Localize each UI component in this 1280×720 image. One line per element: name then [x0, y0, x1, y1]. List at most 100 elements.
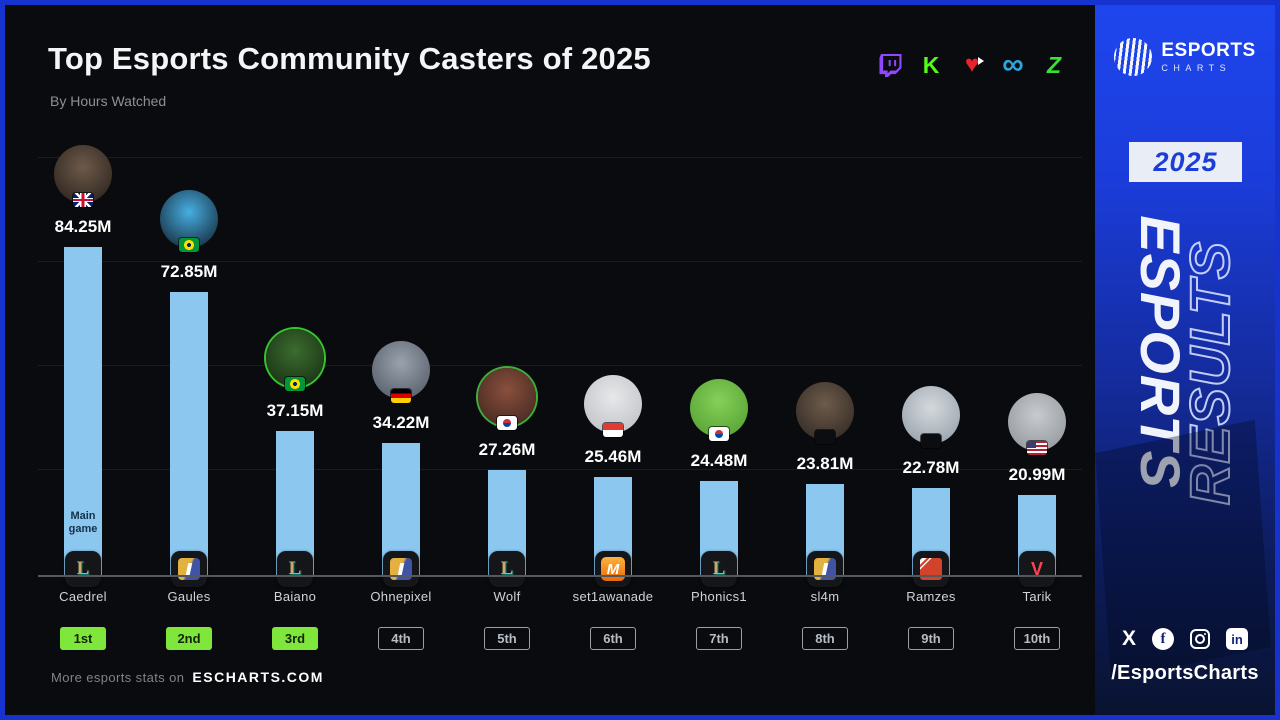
instagram-icon[interactable] [1190, 629, 1210, 649]
rank-badge: 4th [378, 627, 424, 650]
flag-none [815, 430, 835, 444]
instagram-lens [1195, 634, 1205, 644]
caster-column-caedrel: Main game L 84.25M Caedrel 1st [30, 137, 136, 650]
escharts-logo-icon [1111, 35, 1155, 79]
infinity-platform-icon: ∞ [1002, 48, 1024, 81]
bar [912, 488, 950, 587]
bar [806, 484, 844, 587]
caster-name: Gaules [167, 589, 211, 604]
rank-badge: 1st [60, 627, 106, 650]
platform-icons-row: K ♥ ∞ Z [877, 48, 1067, 81]
social-handle[interactable]: /EsportsCharts [1111, 662, 1259, 684]
caster-column-phonics1: L 24.48M Phonics1 7th [666, 137, 772, 650]
lol-game-icon: L [701, 551, 737, 587]
footer-text: More esports stats on [51, 670, 185, 685]
instagram-dot [1204, 633, 1206, 635]
bar-chart: Main game L 84.25M Caedrel 1st 72.85M Gaules 2n… [30, 137, 1090, 650]
avatar-gaules [160, 190, 218, 252]
rank-badge: 3rd [272, 627, 318, 650]
bar-value: 22.78M [902, 458, 960, 477]
avatar-ohnepixel [372, 341, 430, 403]
bar-value: 34.22M [372, 413, 430, 432]
year-badge: 2025 [1129, 142, 1242, 182]
caster-column-ramzes: 22.78M Ramzes 9th [878, 137, 984, 650]
gridline [38, 157, 1082, 158]
caster-name: Phonics1 [691, 589, 747, 604]
cs2-game-icon [383, 551, 419, 587]
caster-name: sl4m [810, 589, 840, 604]
lol-game-icon: L [65, 551, 101, 587]
rank-badge: 5th [484, 627, 530, 650]
flag-none [921, 434, 941, 448]
flag-de [391, 389, 411, 403]
footer: More esports stats on ESCHARTS.COM [51, 669, 324, 685]
cs2-game-icon [807, 551, 843, 587]
avatar-phonics1 [690, 379, 748, 441]
caster-column-wolf: L 27.26M Wolf 5th [454, 137, 560, 650]
bar-value: 37.15M [266, 401, 324, 420]
gridline [38, 365, 1082, 366]
caster-name: Caedrel [59, 589, 107, 604]
taegeuk-icon [715, 430, 723, 438]
lol-game-glyph: L [500, 558, 514, 579]
caster-column-set1awanade: M 25.46M set1awanade 6th [560, 137, 666, 650]
flag-gb [73, 193, 93, 207]
flag-id [603, 423, 623, 437]
caster-name: Wolf [493, 589, 521, 604]
valorant-game-icon: V [1019, 551, 1055, 587]
avatar-sl4m [796, 382, 854, 444]
bar: Main game L [64, 247, 102, 587]
flag-kr [497, 416, 517, 430]
chart-panel: Top Esports Community Casters of 2025 By… [5, 5, 1095, 715]
bar-value: 24.48M [690, 451, 748, 470]
facebook-icon[interactable]: f [1152, 628, 1174, 650]
caster-name: Baiano [273, 589, 317, 604]
avatar-caedrel [54, 145, 112, 207]
rank-badge: 8th [802, 627, 848, 650]
avatar-wolf [478, 368, 536, 430]
linkedin-icon[interactable]: in [1226, 628, 1248, 650]
main-game-label: Main game [68, 509, 98, 536]
caster-column-baiano: L 37.15M Baiano 3rd [242, 137, 348, 650]
flag-us [1027, 441, 1047, 455]
bar: V [1018, 495, 1056, 587]
dota2-game-icon [913, 551, 949, 587]
x-icon[interactable]: X [1121, 627, 1136, 650]
avatar-tarik [1008, 393, 1066, 455]
brand-logo: ESPORTS CHARTS [1095, 35, 1275, 79]
caster-name: Tarik [1022, 589, 1052, 604]
rank-badge: 6th [590, 627, 636, 650]
caster-name: set1awanade [572, 589, 654, 604]
flag-br [179, 238, 199, 252]
cs2-game-glyph [390, 558, 412, 580]
caster-name: Ramzes [906, 589, 956, 604]
lol-game-glyph: L [712, 558, 726, 579]
caster-name: Ohnepixel [370, 589, 432, 604]
rank-badge: 7th [696, 627, 742, 650]
bar: L [700, 481, 738, 587]
caster-column-ohnepixel: 34.22M Ohnepixel 4th [348, 137, 454, 650]
lol-game-glyph: L [76, 558, 90, 579]
brand-bottom-label: CHARTS [1161, 63, 1232, 73]
caster-column-sl4m: 23.81M sl4m 8th [772, 137, 878, 650]
bar-value: 84.25M [54, 217, 112, 236]
bar: M [594, 477, 632, 587]
bar-value: 20.99M [1008, 465, 1066, 484]
cs2-game-glyph [178, 558, 200, 580]
lol-game-icon: L [277, 551, 313, 587]
taegeuk-icon [503, 419, 511, 427]
footer-site-link[interactable]: ESCHARTS.COM [192, 669, 324, 685]
caster-column-gaules: 72.85M Gaules 2nd [136, 137, 242, 650]
flag-br [285, 377, 305, 391]
avatar-baiano [266, 329, 324, 391]
bar [170, 292, 208, 587]
bar-value: 72.85M [160, 262, 218, 281]
rank-badge: 9th [908, 627, 954, 650]
gridline [38, 261, 1082, 262]
bar: L [488, 470, 526, 587]
lol-game-icon: L [489, 551, 525, 587]
avatar-set1awanade [584, 375, 642, 437]
mlbb-game-glyph: M [601, 557, 625, 581]
